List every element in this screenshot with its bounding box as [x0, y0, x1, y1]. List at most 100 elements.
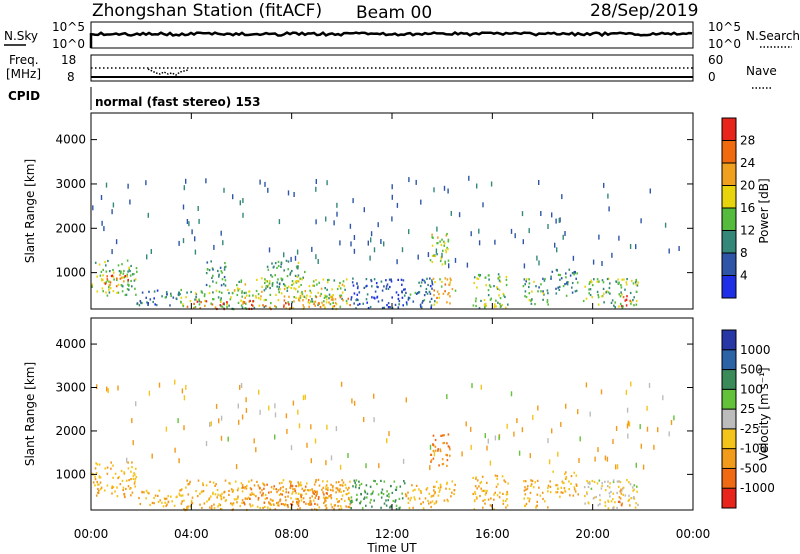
- echo-cell: [189, 300, 192, 303]
- echo-cell: [297, 492, 300, 495]
- echo-cell: [242, 212, 244, 218]
- echo-cell: [571, 291, 574, 294]
- echo-cell: [539, 494, 542, 497]
- echo-cell: [197, 479, 200, 482]
- echo-cell: [143, 491, 145, 494]
- echo-cell: [268, 306, 271, 309]
- echo-cell: [131, 273, 134, 276]
- echo-cell: [339, 240, 341, 246]
- echo-cell: [349, 480, 351, 483]
- echo-cell: [487, 498, 490, 501]
- echo-cell: [484, 489, 486, 492]
- echo-cell: [574, 290, 577, 293]
- echo-cell: [389, 285, 391, 289]
- echo-cell: [325, 460, 327, 466]
- echo-cell: [381, 306, 384, 310]
- echo-cell: [522, 239, 524, 245]
- echo-cell: [323, 304, 325, 307]
- echo-cell: [395, 488, 398, 491]
- echo-cell: [272, 499, 274, 502]
- echo-cell: [223, 283, 225, 286]
- echo-cell: [365, 278, 368, 281]
- echo-cell: [601, 295, 603, 298]
- echo-cell: [295, 265, 298, 268]
- echo-cell: [448, 487, 451, 491]
- echo-cell: [565, 276, 567, 279]
- echo-cell: [245, 291, 247, 294]
- echo-cell: [297, 274, 300, 277]
- echo-cell: [618, 235, 620, 241]
- echo-cell: [101, 220, 103, 226]
- echo-cell: [312, 491, 314, 494]
- echo-cell: [223, 496, 225, 499]
- echo-cell: [314, 502, 316, 505]
- echo-cell: [138, 496, 140, 500]
- echo-cell: [340, 381, 343, 387]
- power-colorbar-tick-label: 8: [740, 246, 748, 260]
- echo-cell: [266, 483, 268, 486]
- echo-cell: [343, 285, 345, 288]
- echo-cell: [127, 283, 129, 286]
- echo-cell: [668, 431, 670, 437]
- echo-cell: [264, 281, 266, 285]
- echo-cell: [280, 292, 283, 295]
- echo-cell: [313, 302, 315, 306]
- echo-cell: [124, 293, 127, 297]
- x-tick-label: 20:00: [575, 527, 610, 541]
- echo-cell: [439, 259, 442, 263]
- echo-cell: [618, 293, 621, 296]
- echo-cell: [315, 479, 317, 482]
- echo-cell: [439, 483, 442, 486]
- echo-cell: [258, 304, 261, 307]
- echo-cell: [277, 299, 280, 302]
- echo-cell: [387, 306, 390, 309]
- echo-cell: [365, 285, 367, 288]
- echo-cell: [274, 274, 276, 277]
- echo-cell: [252, 304, 254, 307]
- echo-cell: [129, 274, 132, 277]
- echo-cell: [141, 491, 143, 494]
- echo-cell: [332, 301, 334, 304]
- echo-cell: [297, 504, 300, 507]
- echo-cell: [451, 491, 453, 494]
- echo-cell: [617, 485, 620, 488]
- echo-cell: [331, 486, 334, 489]
- echo-cell: [559, 495, 561, 498]
- echo-cell: [505, 283, 508, 287]
- echo-cell: [110, 461, 112, 464]
- echo-cell: [351, 398, 353, 404]
- echo-cell: [122, 272, 125, 275]
- echo-cell: [306, 294, 308, 297]
- echo-cell: [226, 303, 228, 306]
- echo-cell: [286, 286, 289, 290]
- echo-cell: [314, 480, 317, 483]
- echo-cell: [498, 496, 501, 499]
- echo-cell: [134, 480, 136, 483]
- echo-cell: [468, 175, 470, 181]
- echo-cell: [385, 287, 388, 290]
- echo-cell: [625, 389, 628, 395]
- echo-cell: [506, 498, 508, 501]
- echo-cell: [205, 272, 208, 275]
- echo-cell: [289, 486, 291, 489]
- echo-cell: [96, 290, 99, 293]
- echo-cell: [363, 417, 365, 422]
- echo-cell: [348, 506, 351, 509]
- echo-cell: [494, 239, 496, 245]
- echo-cell: [629, 299, 631, 302]
- echo-cell: [446, 459, 449, 462]
- echo-cell: [494, 435, 497, 441]
- echo-cell: [430, 453, 433, 456]
- echo-cell: [503, 479, 505, 482]
- echo-cell: [112, 476, 114, 479]
- echo-cell: [134, 278, 137, 281]
- echo-cell: [116, 486, 118, 489]
- echo-cell: [278, 291, 280, 294]
- echo-cell: [563, 487, 566, 490]
- echo-cell: [224, 262, 226, 265]
- echo-cell: [441, 238, 443, 241]
- echo-cell: [268, 501, 270, 504]
- echo-cell: [447, 259, 450, 262]
- echo-cell: [303, 295, 306, 298]
